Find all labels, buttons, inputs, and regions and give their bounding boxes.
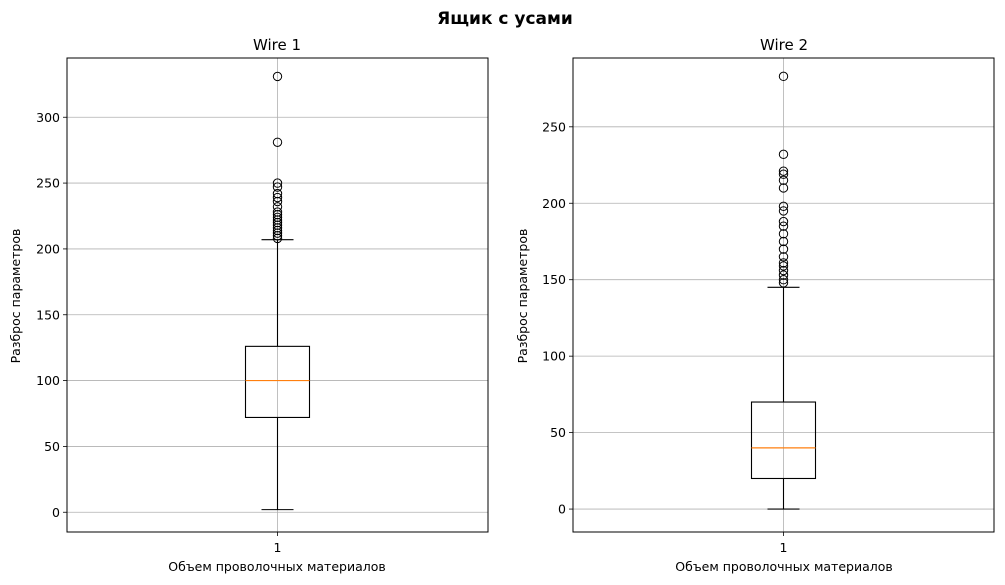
subplot-title: Wire 2	[760, 36, 808, 54]
outlier-point	[778, 278, 789, 288]
outlier-point	[778, 221, 789, 231]
outlier-point	[778, 169, 789, 179]
y-tick-label: 300	[36, 110, 60, 125]
outlier-point	[778, 166, 789, 176]
outlier-point	[272, 202, 283, 212]
y-tick-label: 150	[36, 307, 60, 322]
outlier-point	[272, 71, 283, 82]
x-tick-label: 1	[780, 540, 788, 555]
outlier-point	[778, 201, 789, 212]
plot-area: 0 50 100 150 200 250 300 1	[36, 57, 489, 555]
y-tick-label: 200	[542, 196, 566, 211]
y-tick-label: 100	[36, 373, 60, 388]
outlier-point	[778, 149, 789, 160]
figure-suptitle: Ящик с усами	[437, 9, 573, 29]
outlier-point	[778, 175, 789, 186]
outlier-point	[778, 229, 789, 239]
outlier-point	[778, 270, 789, 280]
outlier-point	[272, 209, 283, 220]
y-tick-label: 0	[558, 502, 566, 517]
iqr-box	[750, 401, 817, 480]
outlier-point	[272, 182, 283, 192]
y-tick-label: 150	[542, 272, 566, 287]
x-axis-label: Объем проволочных материалов	[168, 559, 385, 574]
plot-area: 0 50 100 150 200 250 1	[542, 57, 995, 555]
outlier-point	[272, 215, 283, 225]
outlier-point	[272, 192, 283, 203]
axes-frame	[572, 57, 995, 533]
x-axis-label: Объем проволочных материалов	[675, 559, 892, 574]
y-tick-label: 50	[44, 439, 60, 454]
outlier-point	[272, 212, 283, 223]
outlier-point	[272, 217, 283, 228]
outlier-point	[778, 258, 789, 268]
outlier-point	[272, 231, 283, 241]
subplot-wire-2: Wire 2 Разброс параметров Объем проволоч…	[515, 36, 995, 574]
outlier-point	[778, 206, 789, 216]
y-axis-label: Разброс параметров	[515, 229, 530, 364]
outlier-point	[272, 233, 283, 244]
outlier-point	[272, 188, 283, 199]
outlier-point	[778, 261, 789, 271]
outlier-point	[778, 183, 789, 193]
y-tick-label: 250	[542, 119, 566, 134]
outlier-point	[778, 252, 789, 262]
outlier-point	[778, 216, 789, 227]
outlier-point	[778, 244, 789, 254]
outlier-point	[272, 178, 283, 188]
outlier-point	[778, 71, 789, 82]
subplot-wire-1: Wire 1 Разброс параметров Объем проволоч…	[8, 36, 489, 574]
y-tick-label: 250	[36, 176, 60, 191]
y-tick-label: 100	[542, 349, 566, 364]
y-tick-label: 200	[36, 241, 60, 256]
iqr-box	[244, 345, 311, 419]
outlier-point	[778, 236, 789, 247]
y-tick-label: 50	[550, 425, 566, 440]
outlier-point	[272, 196, 283, 207]
outlier-point	[272, 137, 283, 147]
outlier-point	[778, 265, 789, 276]
y-tick-label: 0	[52, 505, 60, 520]
x-tick-label: 1	[274, 540, 282, 555]
outlier-point	[272, 207, 283, 217]
y-axis-label: Разброс параметров	[8, 229, 23, 364]
subplot-title: Wire 1	[253, 36, 301, 54]
axes-frame	[66, 57, 489, 533]
outlier-point	[778, 275, 789, 285]
outlier-point	[272, 220, 283, 230]
